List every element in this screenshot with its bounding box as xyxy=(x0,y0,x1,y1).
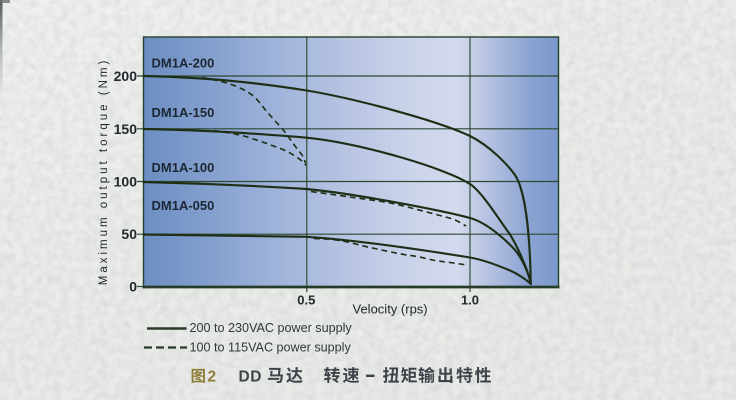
svg-text:200 to 230VAC power supply: 200 to 230VAC power supply xyxy=(190,321,353,335)
svg-text:1.0: 1.0 xyxy=(461,293,479,308)
svg-text:0: 0 xyxy=(129,279,137,295)
svg-text:2: 2 xyxy=(208,369,217,386)
svg-text:100 to 115VAC power supply: 100 to 115VAC power supply xyxy=(190,340,352,354)
svg-text:Velocity (rps): Velocity (rps) xyxy=(353,302,428,317)
svg-text:100: 100 xyxy=(114,174,138,190)
svg-text:200: 200 xyxy=(114,68,138,84)
svg-text:DM1A-150: DM1A-150 xyxy=(152,105,215,120)
svg-text:DM1A-200: DM1A-200 xyxy=(152,56,215,71)
svg-text:0.5: 0.5 xyxy=(297,293,315,308)
svg-text:150: 150 xyxy=(114,121,138,137)
svg-text:DM1A-050: DM1A-050 xyxy=(152,198,215,213)
svg-text:50: 50 xyxy=(121,226,137,242)
svg-text:Maximum output torque (Nm): Maximum output torque (Nm) xyxy=(98,58,110,286)
svg-text:DD: DD xyxy=(239,369,263,386)
svg-text:DM1A-100: DM1A-100 xyxy=(152,160,215,175)
